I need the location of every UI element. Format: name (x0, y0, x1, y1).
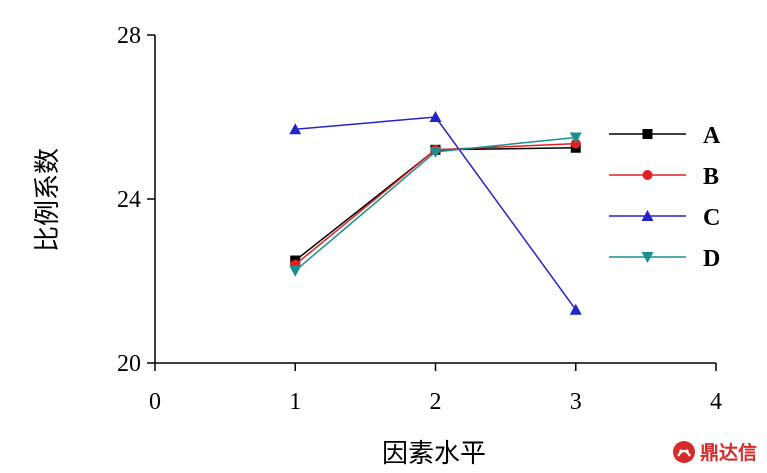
series-line-a (294, 147, 576, 262)
legend-label-c: C (703, 205, 720, 231)
data-point-c (429, 111, 442, 122)
y-tick-label: 28 (117, 23, 141, 49)
x-tick-labels: 0 1 2 3 4 (149, 389, 722, 415)
legend-label-d: D (703, 246, 720, 272)
data-point-b (570, 138, 581, 149)
legend-label-b: B (703, 164, 719, 190)
x-axis-label: 因素水平 (382, 439, 486, 469)
logo-icon (672, 440, 695, 463)
legend-item-c: C (609, 205, 720, 231)
y-tick-label: 20 (117, 351, 141, 377)
series-d (289, 132, 582, 277)
x-tick-label: 3 (570, 389, 582, 415)
data-point-d (569, 132, 582, 144)
legend-item-b: B (609, 164, 719, 190)
series-layer (289, 111, 582, 315)
legend-marker-d (641, 252, 654, 263)
legend-marker-b (642, 170, 653, 180)
watermark-text: 鼎达信 (699, 442, 757, 464)
series-b (290, 138, 581, 270)
legend-label-a: A (703, 123, 721, 149)
y-tick-labels: 20 24 28 (117, 23, 141, 377)
data-point-c (289, 123, 302, 135)
watermark: 鼎达信 (672, 438, 757, 465)
series-line-b (294, 142, 576, 266)
data-point-d (429, 146, 442, 158)
axes (147, 34, 717, 371)
x-tick-label: 4 (710, 389, 722, 415)
y-axis-label: 比例系数 (33, 148, 63, 252)
legend-marker-c (641, 210, 654, 221)
legend-item-a: A (609, 123, 721, 149)
data-point-d (289, 265, 302, 277)
x-tick-label: 1 (289, 389, 301, 415)
x-tick-label: 0 (149, 389, 161, 415)
legend-item-d: D (609, 246, 720, 272)
legend-marker-a (642, 129, 653, 139)
x-tick-label: 2 (430, 389, 442, 415)
series-c (289, 111, 582, 315)
data-point-c (569, 303, 582, 315)
series-a (290, 142, 581, 266)
y-tick-label: 24 (117, 187, 141, 213)
